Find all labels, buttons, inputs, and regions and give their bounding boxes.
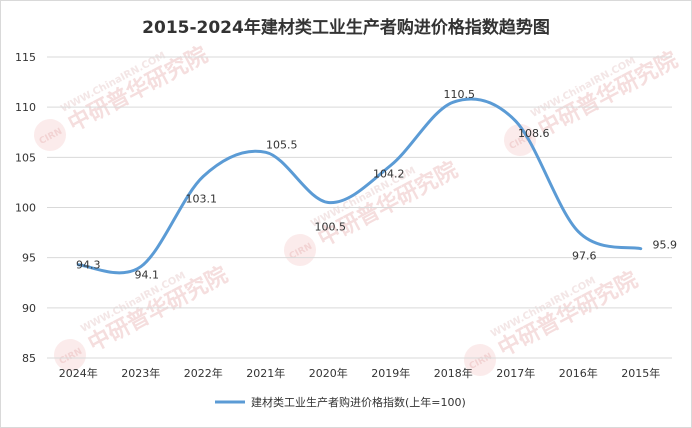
watermark-brand: 中研普华研究院 <box>64 42 212 137</box>
watermark-brand: 中研普华研究院 <box>534 47 682 142</box>
x-tick-label: 2019年 <box>371 366 410 380</box>
x-tick-label: 2020年 <box>309 366 348 380</box>
x-axis: 2024年 2023年 2022年 2021年 2020年 2019年 2018年 2017年… <box>59 366 661 380</box>
data-label: 97.6 <box>572 250 597 263</box>
data-label: 110.5 <box>444 88 476 101</box>
y-tick-label: 115 <box>15 51 36 64</box>
y-tick-label: 100 <box>15 202 36 215</box>
x-tick-label: 2022年 <box>184 366 223 380</box>
legend: 建材类工业生产者购进价格指数(上年=100) <box>215 395 466 409</box>
legend-label: 建材类工业生产者购进价格指数(上年=100) <box>251 395 466 409</box>
data-point <box>202 175 205 178</box>
data-label: 108.6 <box>518 127 550 140</box>
data-point <box>639 247 642 250</box>
data-label: 94.3 <box>76 259 101 272</box>
watermark-logo-icon <box>54 339 86 371</box>
data-labels: 94.3 94.1 103.1 105.5 100.5 104.2 110.5 108.6 97… <box>76 88 677 282</box>
y-tick-label: 95 <box>22 252 36 265</box>
x-tick-label: 2016年 <box>559 366 598 380</box>
data-label: 104.2 <box>373 167 405 180</box>
x-tick-label: 2015年 <box>621 366 660 380</box>
x-tick-label: 2023年 <box>121 366 160 380</box>
x-tick-label: 2018年 <box>434 366 473 380</box>
x-tick-label: 2021年 <box>246 366 285 380</box>
watermark-brand: 中研普华研究院 <box>494 267 642 362</box>
data-label: 94.1 <box>135 269 160 282</box>
data-point <box>514 120 517 123</box>
watermark-logo-icon <box>504 124 536 156</box>
y-tick-label: 90 <box>22 302 36 315</box>
x-tick-label: 2024年 <box>59 366 98 380</box>
series-group <box>76 97 643 275</box>
data-point <box>577 230 580 233</box>
data-label: 95.9 <box>653 239 678 252</box>
y-tick-label: 105 <box>15 151 36 164</box>
data-label: 103.1 <box>186 192 218 205</box>
watermark-logo-icon <box>34 119 66 151</box>
gridlines <box>47 56 672 359</box>
data-label: 105.5 <box>266 138 298 151</box>
y-tick-label: 85 <box>22 352 36 365</box>
data-point <box>327 201 330 204</box>
x-tick-label: 2017年 <box>496 366 535 380</box>
series-line <box>76 97 643 275</box>
data-label: 100.5 <box>315 220 347 233</box>
chart-title: 2015-2024年建材类工业生产者购进价格指数趋势图 <box>142 17 550 38</box>
y-tick-label: 110 <box>15 101 36 114</box>
watermark-logo-icon <box>464 344 496 376</box>
y-axis: 85 90 95 100 105 110 115 <box>15 51 36 365</box>
